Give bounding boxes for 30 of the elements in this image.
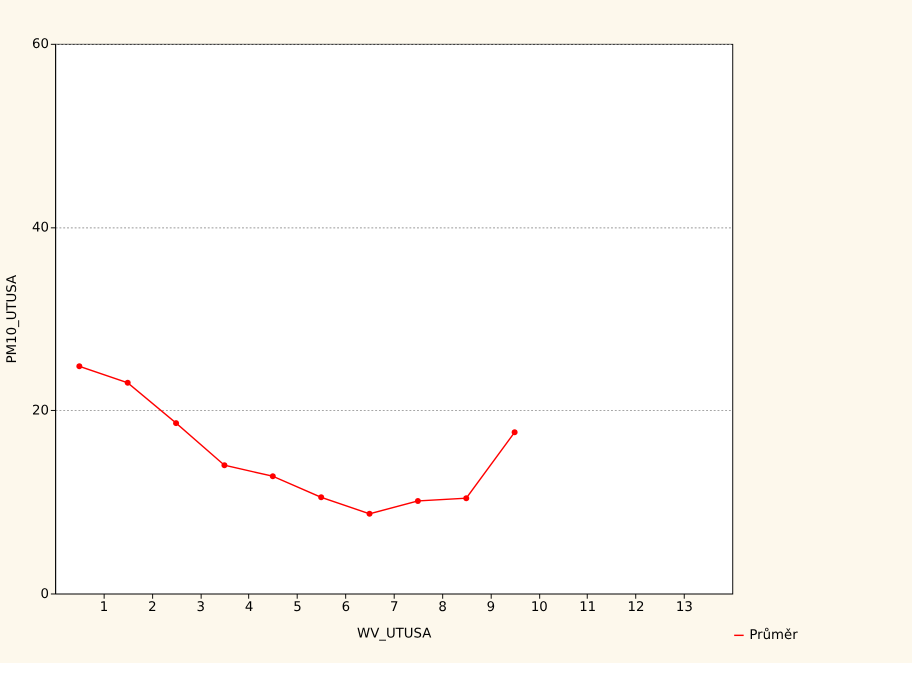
x-tick-label: 9	[486, 600, 496, 616]
x-tick-label: 1	[100, 600, 108, 616]
point	[414, 498, 421, 504]
point	[318, 494, 324, 500]
point	[463, 495, 470, 502]
y-tick-label: 0	[40, 586, 49, 602]
point	[366, 510, 373, 517]
point	[512, 429, 518, 436]
point	[124, 380, 131, 386]
legend-label: Průměr	[749, 627, 798, 644]
x-tick-label: 10	[530, 600, 548, 616]
point	[173, 420, 180, 426]
point	[221, 462, 228, 468]
x-tick-label: 4	[244, 600, 254, 616]
x-tick-label: 6	[342, 600, 350, 616]
x-tick-label: 5	[293, 600, 302, 616]
point	[270, 473, 276, 480]
x-tick-label: 12	[628, 600, 644, 616]
y-tick-label: 60	[32, 37, 49, 52]
x-tick-label: 8	[438, 600, 447, 616]
x-tick-label: 11	[579, 600, 596, 616]
y-tick-label: 40	[32, 220, 49, 236]
x-axis-title: WV_UTUSA	[357, 626, 432, 642]
y-tick-label: 20	[32, 404, 49, 419]
x-tick-label: 13	[676, 600, 693, 616]
x-tick-label: 2	[148, 600, 157, 616]
x-tick-label: 7	[390, 600, 398, 616]
point	[76, 363, 82, 370]
x-tick-label: 3	[196, 600, 205, 616]
y-axis-title: PM10_UTUSA	[4, 274, 20, 364]
